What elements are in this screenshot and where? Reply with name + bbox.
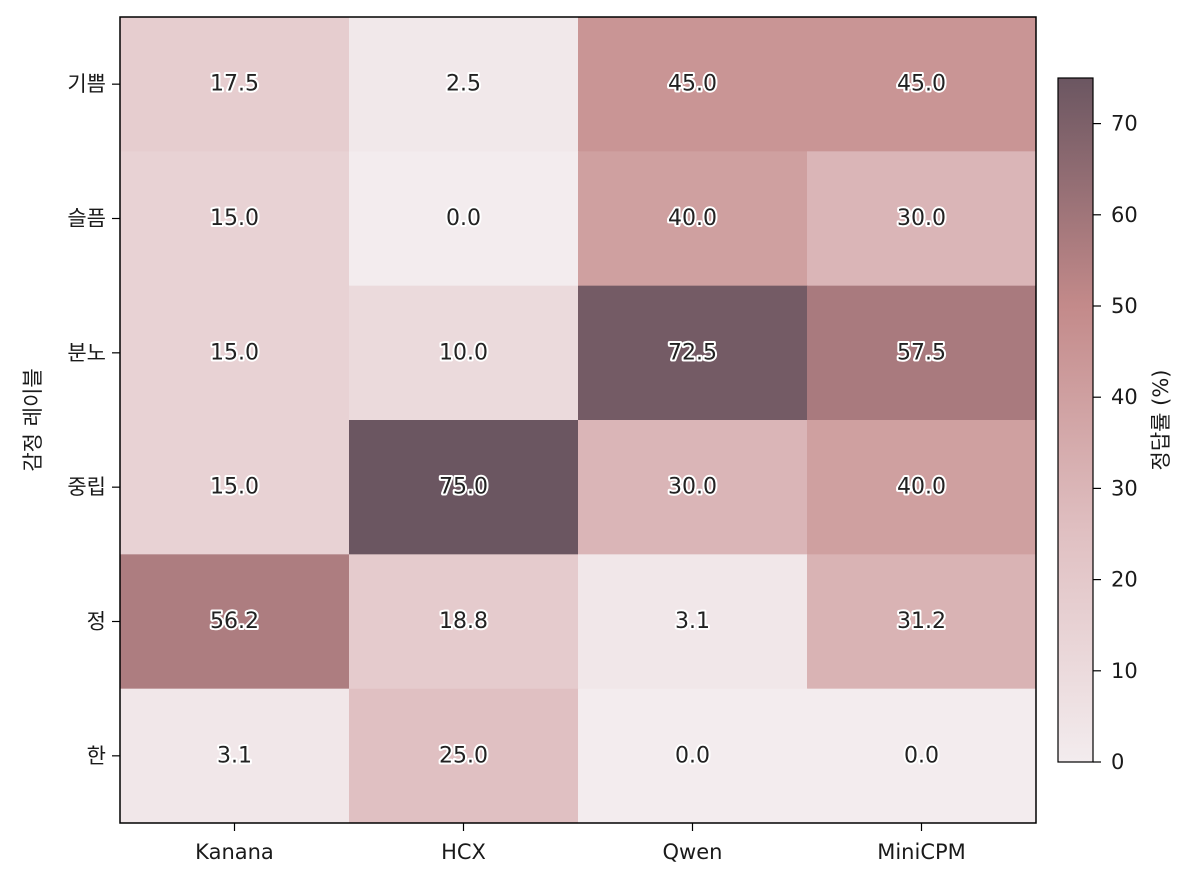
heatmap-cell bbox=[807, 17, 1037, 152]
cell-value-label: 72.5 bbox=[668, 340, 717, 365]
cell-value-label: 56.2 bbox=[210, 609, 259, 634]
cell-value-label: 15.0 bbox=[210, 340, 259, 365]
heatmap-cell bbox=[349, 285, 579, 421]
colorbar-tick-label: 30 bbox=[1111, 476, 1138, 500]
colorbar-tick-label: 70 bbox=[1111, 112, 1138, 136]
heatmap-cell bbox=[578, 17, 808, 152]
y-tick-label: 중립 bbox=[67, 475, 106, 499]
colorbar-ticks: 0 10 20 30 40 50 60 70 bbox=[1093, 112, 1138, 774]
x-tick-label: Qwen bbox=[663, 840, 723, 864]
heatmap-cell bbox=[578, 688, 808, 824]
cell-value-label: 3.1 bbox=[675, 609, 710, 634]
colorbar-title: 정답률 (%) bbox=[1149, 370, 1173, 471]
colorbar-tick-label: 20 bbox=[1111, 568, 1138, 592]
cell-value-label: 75.0 bbox=[439, 475, 488, 500]
cell-value-label: 0.0 bbox=[904, 743, 939, 768]
heatmap-cell bbox=[120, 17, 350, 152]
y-tick-label: 한 bbox=[87, 744, 106, 768]
x-axis-ticks: Kanana HCX Qwen MiniCPM bbox=[195, 823, 966, 864]
cell-value-label: 30.0 bbox=[897, 206, 946, 231]
heatmap-cell bbox=[807, 151, 1037, 287]
colorbar-tick-label: 0 bbox=[1111, 750, 1124, 774]
heatmap-cells bbox=[120, 17, 1037, 824]
colorbar-tick-label: 40 bbox=[1111, 385, 1138, 409]
cell-value-label: 3.1 bbox=[217, 743, 252, 768]
cell-value-label: 25.0 bbox=[439, 743, 488, 768]
plot-frame bbox=[119, 16, 1037, 824]
heatmap-cell bbox=[120, 688, 350, 824]
cell-value-label: 0.0 bbox=[446, 206, 481, 231]
heatmap-cell bbox=[120, 285, 350, 421]
colorbar bbox=[1057, 77, 1094, 763]
heatmap-cell bbox=[578, 420, 808, 555]
cell-value-label: 45.0 bbox=[668, 72, 717, 97]
cell-value-label: 31.2 bbox=[897, 609, 946, 634]
heatmap-cell bbox=[349, 151, 579, 287]
cell-value-label: 40.0 bbox=[897, 475, 946, 500]
heatmap-cell bbox=[349, 688, 579, 824]
y-tick-label: 분노 bbox=[67, 341, 106, 365]
heatmap-cell bbox=[120, 420, 350, 555]
heatmap-cell bbox=[349, 420, 579, 555]
cell-value-label: 15.0 bbox=[210, 206, 259, 231]
x-tick-label: HCX bbox=[441, 840, 486, 864]
x-tick-label: MiniCPM bbox=[877, 840, 966, 864]
cell-value-label: 17.5 bbox=[210, 72, 259, 97]
y-tick-label: 기쁨 bbox=[67, 72, 106, 96]
heatmap-cell bbox=[578, 151, 808, 287]
heatmap-value-labels: 17.5 2.5 45.0 45.0 15.0 0.0 40.0 30.0 15.0 10.0 72… bbox=[208, 70, 948, 771]
cell-value-label: 0.0 bbox=[675, 743, 710, 768]
colorbar-tick-label: 60 bbox=[1111, 203, 1138, 227]
y-tick-label: 정 bbox=[87, 610, 106, 634]
cell-value-label: 45.0 bbox=[897, 72, 946, 97]
heatmap-cell bbox=[578, 285, 808, 421]
heatmap-cell bbox=[120, 151, 350, 287]
colorbar-tick-label: 50 bbox=[1111, 294, 1138, 318]
heatmap-cell bbox=[120, 554, 350, 690]
heatmap-cell bbox=[807, 420, 1037, 555]
cell-value-label: 15.0 bbox=[210, 475, 259, 500]
cell-value-label: 2.5 bbox=[446, 72, 481, 97]
heatmap-cell bbox=[349, 554, 579, 690]
heatmap-cell bbox=[807, 688, 1037, 824]
x-tick-label: Kanana bbox=[195, 840, 274, 864]
colorbar-tick-label: 10 bbox=[1111, 659, 1138, 683]
heatmap-cell bbox=[807, 285, 1037, 421]
y-axis-title: 감정 레이블 bbox=[21, 368, 45, 471]
heatmap-cell bbox=[807, 554, 1037, 690]
y-tick-label: 슬픔 bbox=[67, 207, 106, 231]
cell-value-label: 10.0 bbox=[439, 340, 488, 365]
heatmap-cell bbox=[578, 554, 808, 690]
cell-value-label: 18.8 bbox=[439, 609, 488, 634]
cell-value-label: 40.0 bbox=[668, 206, 717, 231]
cell-value-label: 57.5 bbox=[897, 340, 946, 365]
heatmap-cell bbox=[349, 17, 579, 152]
cell-value-label: 30.0 bbox=[668, 475, 717, 500]
